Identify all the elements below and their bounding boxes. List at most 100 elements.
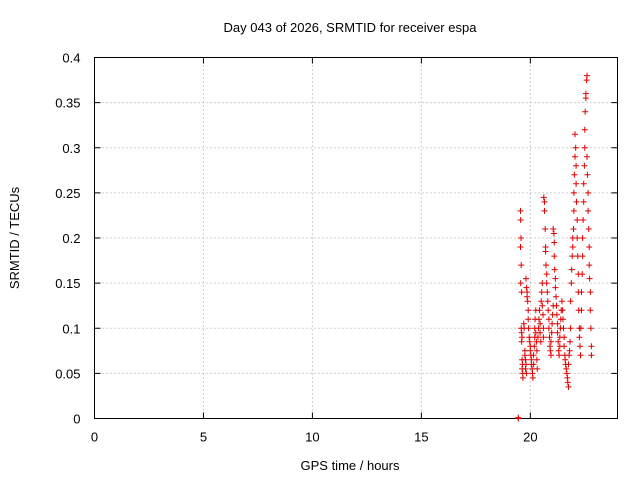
data-point bbox=[534, 365, 541, 372]
data-point bbox=[536, 307, 543, 314]
data-point bbox=[540, 311, 546, 318]
data-point bbox=[584, 171, 591, 178]
data-point bbox=[518, 289, 525, 296]
data-point bbox=[529, 374, 536, 381]
data-point bbox=[522, 365, 529, 372]
x-tick-label: 0 bbox=[91, 430, 98, 445]
data-point bbox=[553, 293, 559, 300]
data-point bbox=[547, 347, 554, 354]
data-point bbox=[525, 307, 532, 314]
data-point bbox=[587, 289, 594, 296]
data-point bbox=[552, 275, 559, 282]
data-point bbox=[561, 334, 568, 341]
data-point bbox=[567, 325, 574, 332]
data-point bbox=[546, 334, 553, 341]
data-point bbox=[573, 198, 580, 205]
data-point bbox=[569, 244, 576, 250]
data-point bbox=[570, 207, 577, 214]
data-point bbox=[574, 235, 581, 241]
y-tick-label: 0.15 bbox=[55, 276, 80, 291]
data-point bbox=[585, 189, 592, 196]
data-point bbox=[536, 316, 542, 323]
y-axis: 0 0.05 0.1 0.15 0.2 0.25 0.3 0.35 0.4 bbox=[55, 51, 618, 427]
data-point bbox=[543, 271, 550, 278]
data-point bbox=[515, 414, 522, 421]
data-point bbox=[517, 207, 524, 214]
data-point bbox=[537, 320, 544, 327]
data-point bbox=[524, 293, 531, 300]
data-point bbox=[576, 334, 583, 341]
data-point bbox=[550, 226, 557, 232]
data-point bbox=[553, 311, 560, 318]
data-point bbox=[584, 153, 590, 160]
data-point bbox=[582, 108, 589, 115]
data-point bbox=[567, 298, 574, 305]
data-point bbox=[524, 298, 531, 305]
data-point bbox=[573, 162, 580, 169]
data-point bbox=[553, 302, 560, 309]
data-point bbox=[538, 298, 545, 305]
data-point bbox=[577, 325, 584, 332]
y-tick-label: 0.3 bbox=[62, 141, 80, 156]
data-point bbox=[517, 280, 524, 287]
y-tick-label: 0.4 bbox=[62, 51, 80, 66]
data-point bbox=[556, 352, 563, 359]
data-point bbox=[579, 253, 586, 260]
data-point bbox=[584, 72, 590, 79]
data-point bbox=[548, 352, 554, 359]
data-point bbox=[565, 361, 572, 368]
data-point bbox=[571, 171, 578, 178]
data-point bbox=[548, 329, 555, 336]
data-point bbox=[541, 198, 548, 205]
data-point bbox=[579, 235, 586, 241]
data-point bbox=[544, 298, 551, 305]
data-point bbox=[567, 338, 573, 345]
data-point bbox=[550, 230, 557, 237]
x-tick-label: 5 bbox=[200, 430, 207, 445]
data-point bbox=[572, 153, 578, 160]
data-point bbox=[579, 271, 586, 278]
data-point bbox=[545, 325, 552, 332]
data-point bbox=[523, 275, 529, 282]
data-point bbox=[585, 226, 592, 232]
data-point bbox=[568, 280, 575, 287]
data-points bbox=[515, 72, 595, 422]
data-point bbox=[570, 189, 577, 196]
data-point bbox=[587, 325, 594, 332]
x-tick-label: 15 bbox=[414, 430, 428, 445]
x-tick-label: 10 bbox=[305, 430, 319, 445]
data-point bbox=[518, 338, 525, 345]
data-point bbox=[551, 253, 558, 260]
y-axis-label: SRMTID / TECUs bbox=[7, 186, 22, 289]
x-tick-label: 20 bbox=[523, 430, 537, 445]
data-point bbox=[560, 325, 567, 332]
data-point bbox=[544, 289, 551, 296]
data-point bbox=[525, 316, 532, 323]
y-tick-label: 0.25 bbox=[55, 186, 80, 201]
data-point bbox=[518, 235, 524, 241]
data-point bbox=[577, 343, 583, 350]
data-point bbox=[559, 307, 566, 314]
data-point bbox=[523, 284, 530, 291]
x-axis: 0 5 10 15 20 bbox=[91, 57, 538, 445]
data-point bbox=[517, 244, 524, 250]
data-point bbox=[538, 289, 545, 296]
data-point bbox=[530, 352, 537, 359]
data-point bbox=[541, 207, 548, 214]
data-point bbox=[543, 280, 550, 287]
data-point bbox=[558, 298, 565, 305]
data-point bbox=[537, 338, 544, 345]
data-point bbox=[565, 383, 572, 390]
data-point bbox=[570, 226, 577, 232]
data-point bbox=[545, 316, 552, 323]
data-point bbox=[518, 262, 525, 269]
data-point bbox=[568, 266, 575, 273]
data-point bbox=[588, 352, 595, 359]
data-point bbox=[586, 262, 593, 269]
data-point bbox=[554, 320, 561, 327]
data-point bbox=[587, 307, 594, 314]
chart-title: Day 043 of 2026, SRMTID for receiver esp… bbox=[224, 20, 478, 35]
data-point bbox=[582, 90, 589, 97]
data-point bbox=[555, 338, 562, 345]
